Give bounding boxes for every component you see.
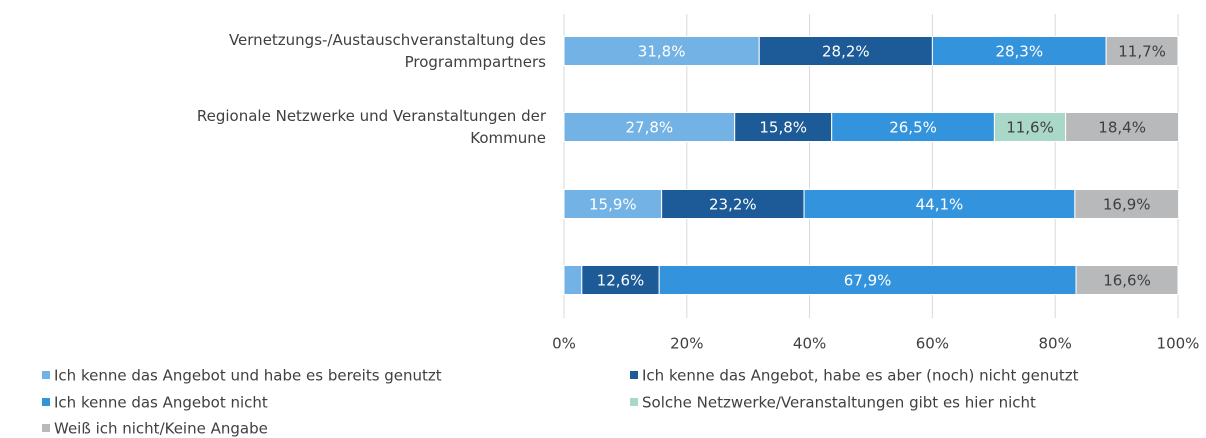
value-label: 11,7% (1118, 43, 1166, 61)
y-tick-label: Regionale Netzwerke und Veranstaltungen … (197, 107, 547, 147)
bar-segment (803, 189, 1076, 219)
legend-swatch (42, 424, 50, 432)
bar-segment (993, 112, 1067, 142)
value-label: 28,2% (822, 43, 870, 61)
legend-swatch (42, 371, 50, 379)
x-tick-label: 20% (670, 335, 703, 353)
bar-segment (1065, 112, 1180, 142)
bar-segment (831, 112, 995, 142)
value-label: 15,8% (759, 119, 807, 137)
legend-label: Solche Netzwerke/Veranstaltungen gibt es… (642, 394, 1036, 412)
legend-swatch (630, 398, 638, 406)
value-label: 28,3% (995, 43, 1043, 61)
x-tick-label: 100% (1157, 335, 1200, 353)
bar-segment (581, 265, 660, 295)
bar-segment (1074, 189, 1180, 219)
legend-label: Ich kenne das Angebot und habe es bereit… (54, 367, 442, 385)
value-label: 15,9% (589, 196, 637, 214)
value-label: 16,9% (1103, 196, 1151, 214)
bar-segment (563, 112, 736, 142)
bar-segment (734, 112, 833, 142)
value-label: 67,9% (844, 272, 892, 290)
x-tick-label: 0% (552, 335, 576, 353)
value-label: 11,6% (1006, 119, 1054, 137)
value-label: 27,8% (626, 119, 674, 137)
bar-segment (661, 189, 805, 219)
bar-segment (563, 189, 663, 219)
bar-segment (1075, 265, 1179, 295)
legend-label: Ich kenne das Angebot nicht (54, 394, 268, 412)
bar-segment (563, 265, 583, 295)
x-tick-label: 60% (916, 335, 949, 353)
value-label: 12,6% (597, 272, 645, 290)
legend-label: Weiß ich nicht/Keine Angabe (54, 420, 268, 438)
value-label: 18,4% (1098, 119, 1146, 137)
y-tick-label: Vernetzungs-/Austauschveranstaltung des P… (229, 31, 546, 71)
value-label: 26,5% (889, 119, 937, 137)
value-label: 23,2% (709, 196, 757, 214)
value-label: 31,8% (638, 43, 686, 61)
bar-segment (1105, 36, 1179, 66)
value-label: 16,6% (1103, 272, 1151, 290)
x-tick-label: 40% (793, 335, 826, 353)
value-label: 44,1% (916, 196, 964, 214)
x-tick-label: 80% (1039, 335, 1072, 353)
legend-label: Ich kenne das Angebot, habe es aber (noc… (642, 367, 1079, 385)
legend-swatch (630, 371, 638, 379)
legend-swatch (42, 398, 50, 406)
bar-segment (563, 36, 760, 66)
